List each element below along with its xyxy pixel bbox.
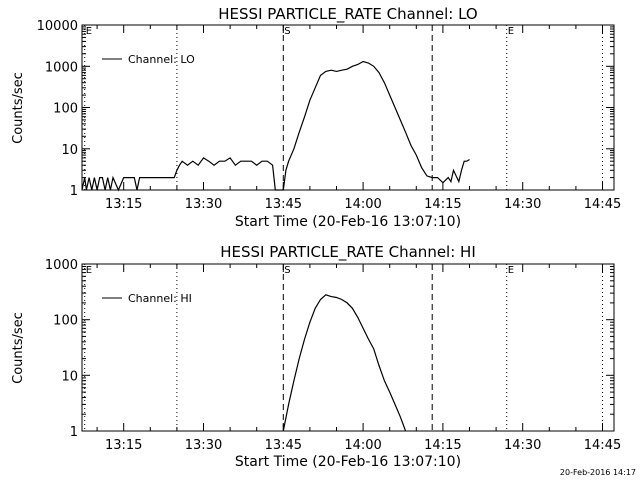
x-axis-ticks: 13:15 13:30 13:45 14:00 14:15 14:30 14:45 (96, 25, 621, 212)
x-axis-ticks: 13:15 13:30 13:45 14:00 14:15 14:30 14:45 (96, 264, 621, 453)
marker-label: S (284, 26, 290, 37)
y-axis-label: Counts/sec (11, 312, 26, 384)
x-tick-label: 14:45 (584, 197, 621, 212)
marker-label: E (86, 26, 92, 37)
x-tick-label: 14:30 (504, 197, 541, 212)
timestamp-label: 20-Feb-2016 14:17 (560, 468, 636, 477)
series-line-lo (81, 60, 470, 192)
x-axis-label: Start Time (20-Feb-16 13:07:10) (235, 454, 461, 470)
y-tick-label: 100 (53, 102, 78, 117)
plot-frame (81, 263, 615, 432)
plot-frame (81, 24, 615, 191)
marker-label: E (508, 265, 514, 276)
legend: Channel: HI (102, 292, 192, 305)
x-tick-label: 13:45 (265, 197, 302, 212)
legend: Channel: LO (102, 53, 195, 66)
y-tick-label: 10 (61, 369, 78, 384)
y-axis-ticks: 1 10 100 1000 (45, 258, 614, 440)
x-tick-label: 13:15 (105, 197, 142, 212)
x-tick-label: 14:00 (344, 438, 381, 453)
y-tick-label: 1000 (45, 258, 78, 273)
legend-label: Channel: LO (128, 53, 195, 66)
x-tick-label: 13:45 (265, 438, 302, 453)
x-tick-label: 14:30 (504, 438, 541, 453)
series-line-hi (282, 294, 407, 432)
y-tick-label: 10000 (37, 19, 78, 34)
marker-label: E (86, 265, 92, 276)
x-tick-label: 13:30 (185, 197, 222, 212)
chart-title: HESSI PARTICLE_RATE Channel: LO (218, 5, 477, 24)
x-axis-label: Start Time (20-Feb-16 13:07:10) (235, 214, 461, 230)
x-tick-label: 13:15 (105, 438, 142, 453)
x-tick-label: 14:45 (584, 438, 621, 453)
chart-title: HESSI PARTICLE_RATE Channel: HI (220, 243, 476, 262)
x-tick-label: 14:00 (344, 197, 381, 212)
y-axis-label: Counts/sec (11, 72, 26, 144)
marker-label: E (508, 26, 514, 37)
x-tick-label: 13:30 (185, 438, 222, 453)
marker-label: S (284, 265, 290, 276)
x-tick-label: 14:15 (424, 438, 461, 453)
y-tick-label: 1 (70, 425, 78, 440)
x-tick-label: 14:15 (424, 197, 461, 212)
legend-label: Channel: HI (128, 292, 192, 305)
y-tick-label: 1000 (45, 60, 78, 75)
y-tick-label: 100 (53, 314, 78, 329)
y-tick-label: 10 (61, 143, 78, 158)
y-tick-label: 1 (70, 184, 78, 199)
y-axis-ticks: 1 10 100 1000 10000 (37, 19, 614, 199)
